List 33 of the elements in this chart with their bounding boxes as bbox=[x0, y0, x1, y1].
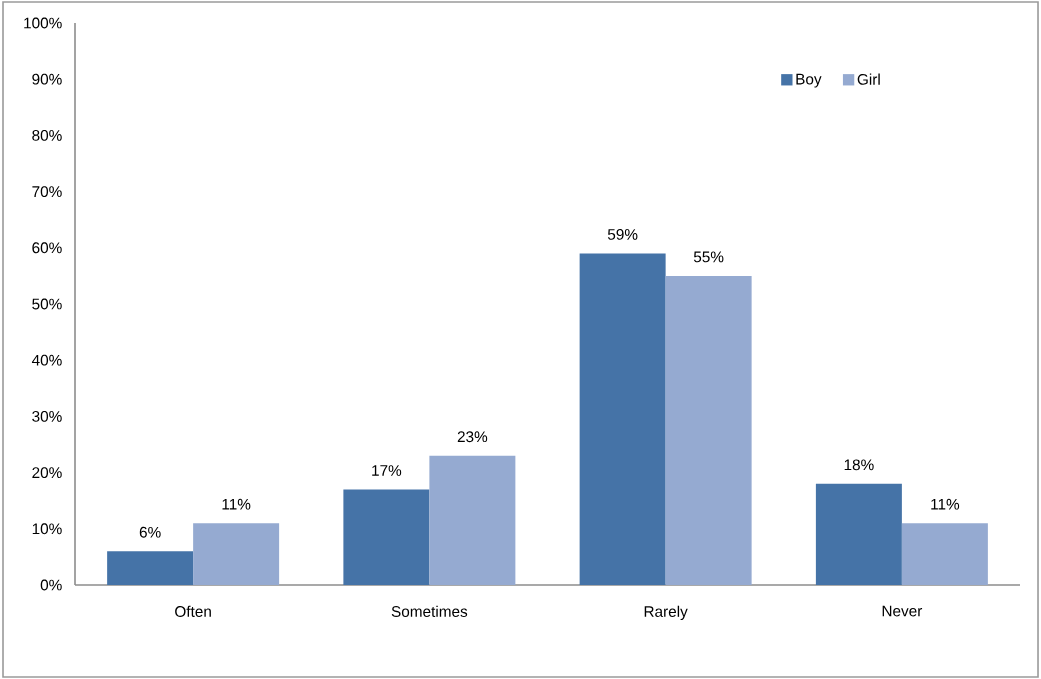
y-tick-label: 20% bbox=[32, 467, 62, 479]
y-tick-label: 80% bbox=[32, 129, 62, 141]
data-label: 55% bbox=[693, 251, 724, 263]
y-tick-label: 100% bbox=[24, 17, 62, 29]
bar bbox=[901, 523, 988, 585]
x-tick-label: Rarely bbox=[644, 605, 688, 620]
data-label: 18% bbox=[844, 459, 874, 471]
x-tick-label: Often bbox=[175, 605, 211, 617]
data-label: 23% bbox=[457, 431, 488, 443]
data-label: 11% bbox=[931, 498, 960, 510]
bar bbox=[579, 253, 666, 585]
data-label: 11% bbox=[222, 498, 251, 510]
x-tick-label: Never bbox=[882, 605, 923, 617]
bar bbox=[107, 551, 194, 585]
bar bbox=[815, 483, 902, 585]
y-tick-label: 40% bbox=[31, 354, 62, 366]
y-tick-label: 10% bbox=[32, 523, 62, 535]
y-tick-label: 90% bbox=[32, 73, 62, 85]
legend-label: Boy bbox=[796, 73, 822, 88]
y-tick-label: 30% bbox=[32, 410, 62, 422]
bar bbox=[343, 489, 430, 585]
bar bbox=[193, 523, 280, 585]
data-label: 6% bbox=[139, 526, 161, 538]
data-label: 59% bbox=[607, 228, 638, 240]
y-tick-label: 50% bbox=[32, 298, 62, 310]
bar bbox=[429, 455, 516, 585]
legend-label: Girl bbox=[857, 73, 880, 85]
bar bbox=[665, 275, 752, 585]
y-tick-label: 60% bbox=[32, 242, 62, 254]
y-tick-label: 0% bbox=[40, 579, 62, 591]
y-tick-label: 70% bbox=[32, 186, 62, 198]
x-tick-label: Sometimes bbox=[391, 605, 468, 617]
data-label: 17% bbox=[372, 465, 402, 476]
